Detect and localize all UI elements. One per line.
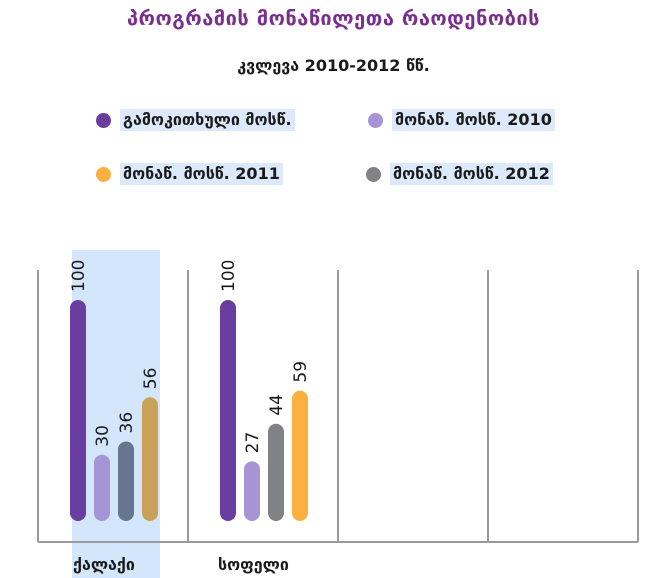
chart-subtitle: კვლევა 2010-2012 წწ. bbox=[237, 56, 430, 75]
bar-2011-village bbox=[292, 390, 308, 521]
bar-surveyed-village bbox=[220, 300, 236, 521]
legend-item-2010: მონაწ. მოსწ. 2010 bbox=[368, 108, 555, 132]
legend-label-2011: მონაწ. მოსწ. 2011 bbox=[120, 163, 283, 185]
legend-item-2012: მონაწ. მოსწ. 2012 bbox=[366, 162, 553, 186]
data-label: 36 bbox=[117, 412, 137, 434]
legend-item-surveyed: გამოკითხული მოსწ. bbox=[96, 108, 295, 132]
legend-label-surveyed: გამოკითხული მოსწ. bbox=[120, 109, 295, 131]
data-label: 59 bbox=[291, 361, 311, 383]
legend-dot-2011 bbox=[96, 166, 111, 182]
category-label: სოფელი bbox=[218, 555, 289, 574]
bar-2010-village bbox=[244, 461, 260, 521]
bar-2012-city bbox=[118, 441, 134, 521]
data-label: 27 bbox=[243, 432, 263, 454]
data-label: 56 bbox=[141, 368, 161, 390]
bar-2012-village bbox=[268, 423, 284, 521]
category-label: ქალაქი bbox=[73, 555, 135, 574]
data-label: 100 bbox=[219, 260, 239, 292]
legend-label-2010: მონაწ. მოსწ. 2010 bbox=[392, 109, 555, 131]
data-label: 30 bbox=[93, 425, 113, 447]
bar-2011-city bbox=[142, 397, 158, 521]
legend-dot-surveyed bbox=[96, 112, 111, 128]
data-label: 44 bbox=[267, 394, 287, 416]
legend-label-2012: მონაწ. მოსწ. 2012 bbox=[390, 163, 553, 185]
bar-2010-city bbox=[94, 454, 110, 521]
legend-dot-2012 bbox=[366, 166, 381, 182]
legend-item-2011: მონაწ. მოსწ. 2011 bbox=[96, 162, 283, 186]
bar-surveyed-city bbox=[70, 300, 86, 521]
legend-dot-2010 bbox=[368, 112, 383, 128]
chart-title: პროგრამის მონაწილეთა რაოდენობის bbox=[126, 6, 541, 30]
data-label: 100 bbox=[69, 260, 89, 292]
